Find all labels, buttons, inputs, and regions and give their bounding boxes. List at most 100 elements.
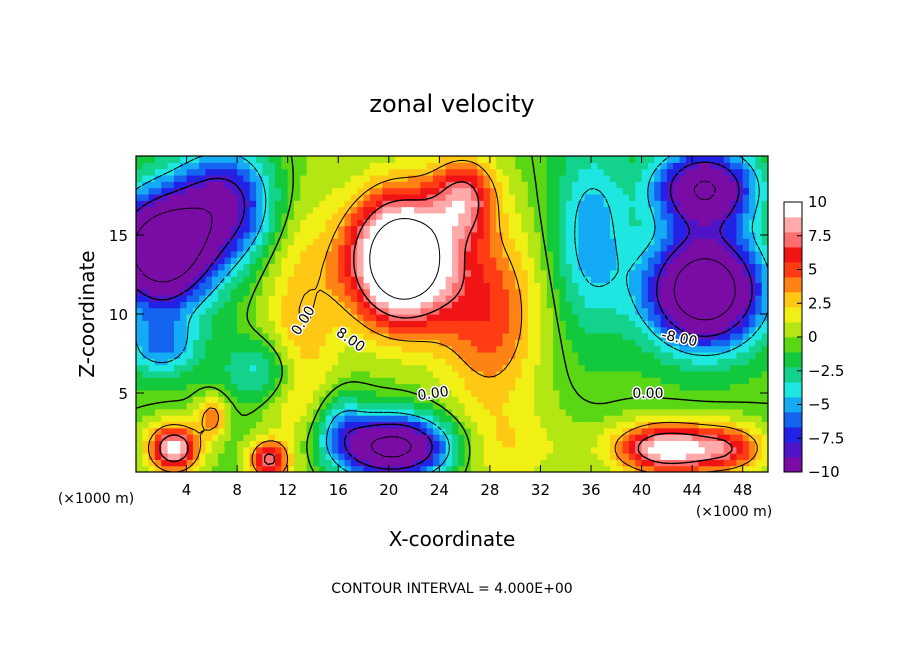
field-cell <box>628 307 636 315</box>
field-cell <box>186 212 194 220</box>
field-cell <box>641 314 649 321</box>
field-cell <box>300 459 308 467</box>
field-cell <box>439 231 447 239</box>
field-cell <box>268 351 276 359</box>
field-cell <box>224 244 232 252</box>
field-cell <box>666 174 674 182</box>
field-cell <box>363 383 371 391</box>
field-cell <box>173 269 181 277</box>
field-cell <box>540 408 548 416</box>
field-cell <box>692 288 700 296</box>
field-cell <box>395 250 403 258</box>
field-cell <box>635 465 643 472</box>
field-cell <box>211 459 219 467</box>
field-cell <box>211 174 219 182</box>
field-cell <box>534 181 542 189</box>
field-cell <box>647 453 655 460</box>
field-cell <box>167 396 175 404</box>
field-cell <box>275 440 282 448</box>
field-cell <box>470 295 478 302</box>
field-cell <box>464 295 472 302</box>
field-cell <box>275 206 282 214</box>
field-cell <box>711 181 719 189</box>
field-cell <box>319 257 327 265</box>
field-cell <box>610 402 617 410</box>
field-cell <box>597 225 605 233</box>
field-cell <box>660 231 668 239</box>
field-cell <box>647 219 655 227</box>
field-cell <box>142 326 150 334</box>
field-cell <box>761 332 768 340</box>
field-cell <box>186 453 194 460</box>
field-cell <box>578 345 586 353</box>
field-cell <box>433 383 440 391</box>
field-cell <box>249 453 257 460</box>
field-cell <box>666 238 674 246</box>
field-cell <box>496 326 504 334</box>
field-cell <box>704 219 712 227</box>
field-cell <box>433 250 440 258</box>
field-cell <box>357 421 365 429</box>
field-cell <box>173 301 181 309</box>
field-cell <box>641 168 649 176</box>
field-cell <box>521 219 529 227</box>
field-cell <box>363 446 371 454</box>
field-cell <box>553 250 561 258</box>
field-cell <box>199 465 207 472</box>
field-cell <box>237 307 245 315</box>
field-cell <box>591 314 598 321</box>
field-cell <box>711 263 719 271</box>
field-cell <box>553 238 561 246</box>
field-cell <box>376 402 384 410</box>
field-cell <box>275 345 282 353</box>
field-cell <box>452 339 459 347</box>
field-cell <box>218 459 226 467</box>
field-cell <box>761 408 768 416</box>
field-cell <box>755 174 763 182</box>
field-cell <box>148 174 156 182</box>
field-cell <box>635 370 643 378</box>
field-cell <box>597 231 605 239</box>
field-cell <box>294 307 301 315</box>
field-cell <box>426 231 434 239</box>
field-cell <box>711 174 719 182</box>
field-cell <box>572 465 579 472</box>
field-cell <box>673 156 681 163</box>
field-cell <box>559 453 567 460</box>
field-cell <box>382 162 390 170</box>
field-cell <box>679 427 687 435</box>
field-cell <box>515 415 523 423</box>
field-cell <box>692 345 700 353</box>
field-cell <box>553 219 561 227</box>
field-cell <box>578 326 586 334</box>
field-cell <box>477 295 485 302</box>
field-cell <box>546 288 554 296</box>
field-cell <box>325 263 333 271</box>
field-cell <box>477 459 485 467</box>
field-cell <box>628 364 636 372</box>
field-cell <box>426 244 434 252</box>
field-cell <box>458 434 466 441</box>
field-cell <box>312 389 320 397</box>
field-cell <box>597 415 605 423</box>
field-cell <box>357 339 365 347</box>
field-cell <box>268 295 276 302</box>
field-cell <box>635 320 643 328</box>
field-cell <box>610 263 617 271</box>
field-cell <box>477 446 485 454</box>
field-cell <box>477 320 485 328</box>
field-cell <box>262 206 270 214</box>
field-cell <box>243 326 251 334</box>
field-cell <box>325 440 333 448</box>
field-cell <box>243 282 251 290</box>
field-cell <box>439 238 447 246</box>
field-cell <box>433 453 440 460</box>
field-cell <box>401 288 409 296</box>
field-cell <box>654 314 662 321</box>
field-cell <box>420 250 428 258</box>
field-cell <box>685 339 693 347</box>
field-cell <box>388 212 396 220</box>
field-cell <box>388 383 396 391</box>
field-cell <box>521 339 529 347</box>
field-cell <box>300 263 308 271</box>
